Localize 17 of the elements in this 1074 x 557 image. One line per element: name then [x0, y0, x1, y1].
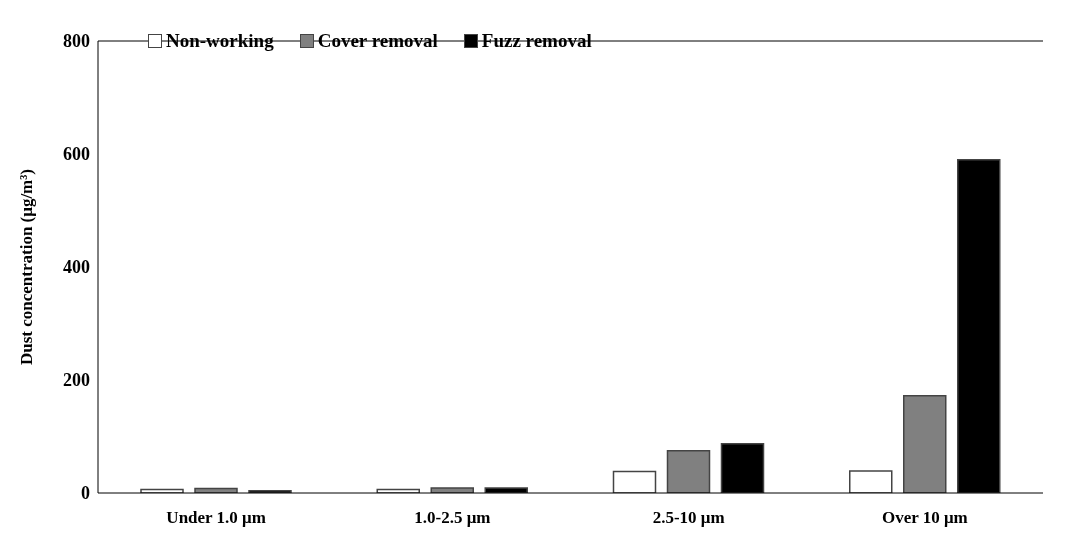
legend-label: Non-working — [166, 30, 274, 52]
y-tick-label: 400 — [63, 257, 90, 278]
x-tick-label: Under 1.0 μm — [166, 508, 266, 528]
bar — [849, 470, 893, 493]
y-tick-label: 0 — [81, 483, 90, 504]
x-tick-label: Over 10 μm — [881, 508, 968, 528]
y-tick-label: 200 — [63, 370, 90, 391]
bar — [666, 449, 711, 493]
legend-label: Cover removal — [317, 30, 438, 52]
x-tick-label: 1.0-2.5 μm — [414, 508, 491, 528]
y-tick-label: 800 — [63, 31, 90, 52]
y-tick-label: 600 — [63, 144, 90, 165]
y-axis-title: Dust concentration (μg/m³) — [17, 168, 36, 366]
legend-label: Fuzz removal — [481, 30, 592, 52]
bar — [612, 470, 657, 493]
bar — [903, 395, 947, 493]
x-tick-label: 2.5-10 μm — [652, 508, 725, 528]
